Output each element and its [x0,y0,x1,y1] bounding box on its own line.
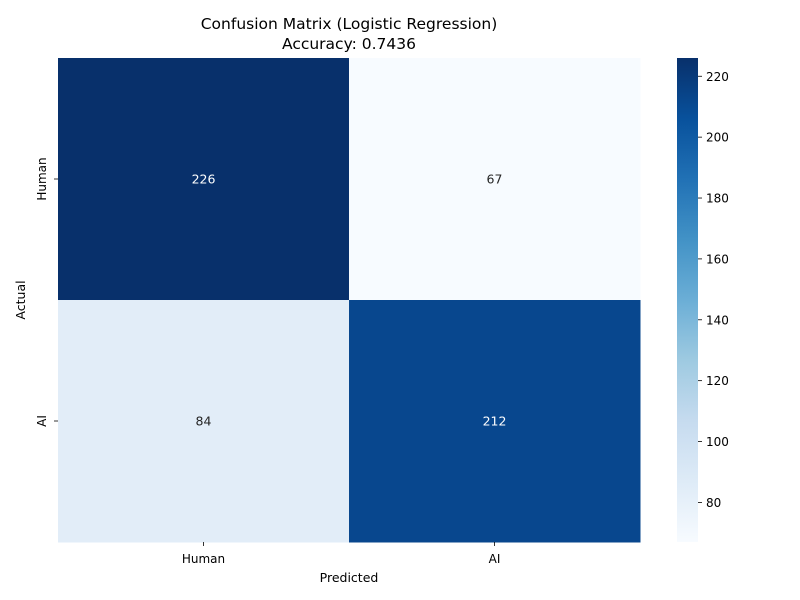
heatmap-cell-0-1 [349,58,641,301]
cell-value-0-0: 226 [192,172,216,187]
colorbar-tick-label-7: 220 [706,70,729,84]
heatmap-cell-1-1 [349,300,641,543]
y-axis-label: Actual [13,280,28,319]
colorbar-tick-label-3: 140 [706,313,729,327]
cell-value-1-0: 84 [196,414,212,429]
chart-title: Confusion Matrix (Logistic Regression) [201,15,498,33]
y-tick-label-0: Human [35,157,49,200]
heatmap-cell-1-0 [58,300,350,543]
heatmap-cell-0-0 [58,58,350,301]
x-axis-label: Predicted [320,570,379,585]
chart-subtitle: Accuracy: 0.7436 [282,35,416,53]
cell-value-0-1: 67 [487,172,503,187]
colorbar-tick-label-4: 160 [706,252,729,266]
colorbar-tick-label-2: 120 [706,374,729,388]
cell-value-1-1: 212 [483,414,507,429]
colorbar [677,58,698,542]
x-tick-label-0: Human [182,552,225,566]
heatmap-cell-labels: 226 67 84 212 [192,172,507,429]
y-axis-ticks: Human AI [35,157,58,427]
colorbar-tick-label-6: 200 [706,131,729,145]
x-tick-label-1: AI [489,552,501,566]
colorbar-ticks: 80 100 120 140 160 180 200 220 [698,70,729,510]
heatmap-cells [58,58,641,543]
colorbar-tick-label-1: 100 [706,435,729,449]
colorbar-tick-label-0: 80 [706,496,721,510]
y-tick-label-1: AI [35,415,49,427]
x-axis-ticks: Human AI [182,542,501,566]
colorbar-tick-label-5: 180 [706,192,729,206]
